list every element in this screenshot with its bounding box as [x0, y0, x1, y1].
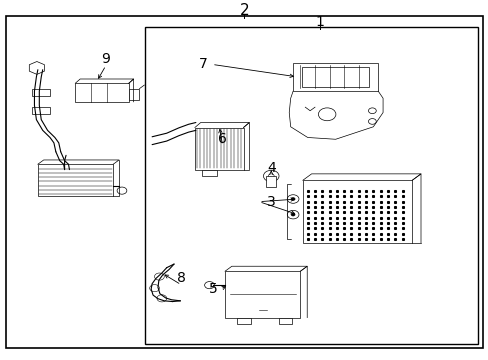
Bar	[32, 89, 50, 96]
Bar	[292, 63, 377, 91]
Circle shape	[368, 108, 375, 114]
Bar	[32, 107, 50, 114]
Text: 7: 7	[199, 57, 207, 71]
Text: 8: 8	[177, 271, 185, 285]
Text: 1: 1	[315, 14, 324, 28]
Bar	[302, 180, 411, 243]
Text: 9: 9	[102, 52, 110, 66]
Text: 2: 2	[239, 3, 249, 18]
Text: 3: 3	[266, 195, 275, 209]
Circle shape	[204, 282, 214, 289]
Circle shape	[117, 187, 126, 194]
Bar	[278, 318, 291, 324]
Bar	[202, 170, 216, 176]
Circle shape	[368, 118, 375, 124]
Circle shape	[290, 213, 294, 216]
Circle shape	[290, 198, 294, 201]
Bar	[128, 89, 139, 100]
Text: 4: 4	[266, 161, 275, 175]
Circle shape	[263, 170, 279, 182]
Text: 5: 5	[208, 282, 217, 296]
Bar	[195, 127, 243, 170]
Circle shape	[287, 210, 298, 219]
Bar	[75, 83, 128, 102]
Circle shape	[318, 108, 335, 121]
Bar	[266, 176, 276, 188]
Circle shape	[268, 174, 274, 178]
Bar	[224, 271, 300, 318]
Bar	[301, 67, 369, 87]
Bar	[144, 27, 477, 345]
Text: 6: 6	[218, 132, 226, 146]
Bar	[38, 164, 113, 196]
Bar	[237, 318, 250, 324]
Circle shape	[287, 195, 298, 203]
